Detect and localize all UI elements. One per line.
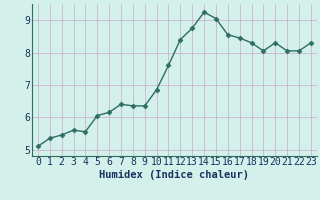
X-axis label: Humidex (Indice chaleur): Humidex (Indice chaleur) (100, 170, 249, 180)
